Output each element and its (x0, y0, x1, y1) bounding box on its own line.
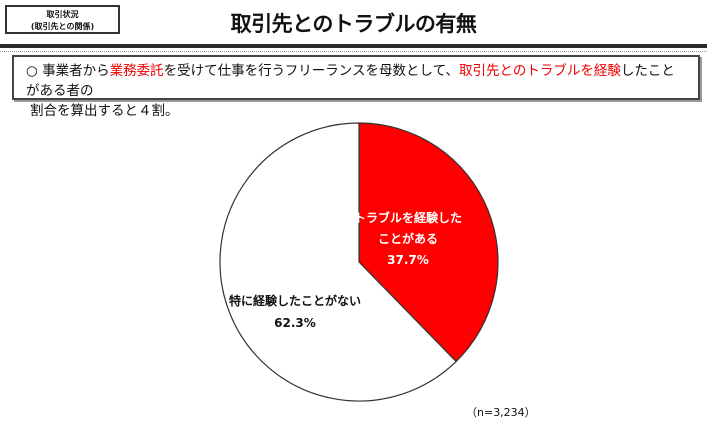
summary-text: を受けて仕事を行うフリーランスを母数として、 (163, 63, 459, 79)
page-title: 取引先とのトラブルの有無 (230, 12, 477, 36)
dotted-divider (0, 51, 707, 52)
slice-label-none: 特に経験したことがない (229, 293, 361, 308)
bullet-icon: ○ (26, 63, 38, 79)
slice-label-experienced-line2: ことがある (378, 231, 438, 246)
sample-size-note: （n=3,234） (466, 406, 536, 419)
slice-value-none: 62.3% (274, 316, 316, 330)
pie-slice-1 (219, 122, 457, 402)
summary-highlight: 取引先とのトラブルを経験 (458, 63, 621, 79)
summary-text: したことがある者の (26, 63, 675, 99)
summary-text: 事業者から (42, 63, 110, 79)
section-tag: 取引状況 (取引先との関係) (5, 5, 120, 34)
section-tag-line2: (取引先との関係) (30, 22, 95, 31)
summary-text: 割合を算出すると４割。 (30, 103, 179, 119)
summary-box: ○ 事業者から業務委託を受けて仕事を行うフリーランスを母数として、取引先とのトラ… (12, 55, 700, 119)
summary-highlight: 業務委託 (109, 63, 164, 79)
slice-value-experienced: 37.7% (387, 253, 429, 267)
slice-label-experienced-line1: トラブルを経験した (354, 210, 462, 225)
title-divider (0, 44, 707, 48)
pie-slice-0 (358, 122, 499, 363)
section-tag-line1: 取引状況 (46, 10, 79, 19)
